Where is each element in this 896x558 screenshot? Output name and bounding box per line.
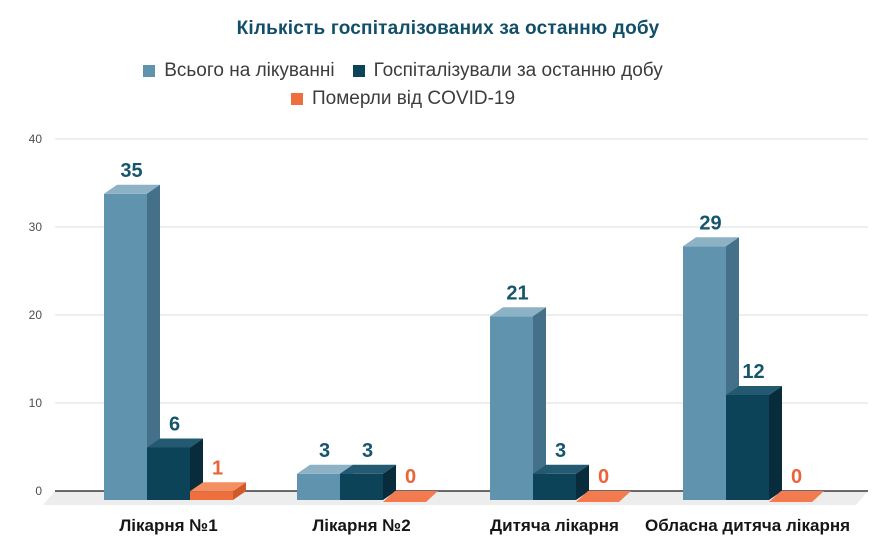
- legend-label: Госпіталізували за останню добу: [373, 60, 663, 81]
- bar-front-face: [147, 447, 190, 500]
- legend-item-total-in-treatment: Всього на лікуванні: [143, 60, 335, 82]
- bar-group-series2-cat3: 0: [769, 466, 824, 502]
- chart-title: Кількість госпіталізованих за останню до…: [236, 18, 660, 39]
- y-tick-label: 40: [29, 132, 43, 146]
- value-label: 3: [555, 440, 566, 462]
- legend-item-hospitalized-last-day: Госпіталізували за останню добу: [352, 60, 663, 82]
- bar-top-face: [726, 386, 782, 395]
- bar-side-face: [576, 464, 589, 500]
- bar-side-face: [383, 464, 396, 500]
- bar-front-face: [533, 473, 576, 500]
- legend-item-died-covid: Померли від COVID-19: [290, 88, 516, 110]
- value-label: 0: [405, 466, 416, 488]
- bar-group-series1-cat3: 12: [726, 361, 782, 500]
- bar-group-series2-cat0: 1: [190, 457, 246, 500]
- category-label: Дитяча лікарня: [490, 516, 619, 535]
- y-tick-label: 0: [35, 484, 42, 498]
- bar-side-face: [233, 482, 246, 500]
- bar-side-face: [147, 184, 160, 500]
- value-label: 0: [598, 466, 609, 488]
- bar-zero-tile: [769, 491, 824, 502]
- bar-front-face: [190, 491, 233, 500]
- value-label: 12: [742, 361, 764, 383]
- legend-marker-square-icon: [143, 65, 156, 77]
- bar-group-series2-cat1: 0: [383, 466, 438, 502]
- bar-top-face: [297, 464, 353, 474]
- y-tick-label: 20: [29, 308, 43, 322]
- value-label: 0: [791, 466, 802, 488]
- bar-top-face: [190, 482, 246, 492]
- bar-group-series2-cat2: 0: [576, 466, 631, 502]
- value-label: 3: [319, 440, 330, 462]
- value-label: 29: [699, 212, 721, 234]
- bar-zero-tile: [383, 491, 438, 502]
- bar-front-face: [104, 193, 147, 500]
- bar-top-face: [147, 438, 203, 448]
- bar-front-face: [297, 473, 340, 500]
- legend-marker-square-icon: [352, 65, 365, 77]
- bar-top-face: [340, 464, 396, 474]
- legend-label: Померли від COVID-19: [311, 88, 516, 109]
- bar-top-face: [490, 307, 546, 317]
- bar-front-face: [726, 395, 769, 500]
- bar-front-face: [490, 316, 533, 500]
- bar-group-series1-cat1: 3: [340, 440, 396, 500]
- category-label: Лікарня №2: [312, 516, 410, 535]
- bar-group-series0-cat0: 35: [104, 160, 160, 500]
- value-label: 6: [169, 414, 180, 436]
- bar-zero-tile: [576, 491, 631, 502]
- bar-front-face: [340, 473, 383, 500]
- value-label: 21: [506, 282, 528, 304]
- bar-group-series1-cat2: 3: [533, 440, 589, 500]
- value-label: 3: [362, 440, 373, 462]
- legend-row-2: Померли від COVID-19: [290, 86, 516, 112]
- legend-marker-square-icon: [290, 93, 303, 105]
- bar-top-face: [533, 464, 589, 474]
- bar-group-series0-cat2: 21: [490, 282, 546, 500]
- bar-side-face: [533, 307, 546, 500]
- legend-label: Всього на лікуванні: [164, 60, 335, 81]
- y-tick-label: 30: [29, 220, 43, 234]
- chart-floor: [43, 491, 868, 505]
- bar-top-face: [683, 237, 739, 247]
- value-label: 1: [212, 457, 223, 479]
- y-tick-label: 10: [29, 396, 43, 410]
- bar-top-face: [104, 184, 160, 194]
- category-label: Обласна дитяча лікарня: [645, 516, 850, 535]
- category-label: Лікарня №1: [119, 516, 217, 535]
- value-label: 35: [120, 160, 142, 182]
- bar-front-face: [683, 246, 726, 500]
- legend-row-1: Всього на лікуванні Госпіталізували за о…: [143, 58, 663, 84]
- chart-legend: Всього на лікуванні Госпіталізували за о…: [0, 58, 896, 112]
- bar-side-face: [769, 386, 782, 500]
